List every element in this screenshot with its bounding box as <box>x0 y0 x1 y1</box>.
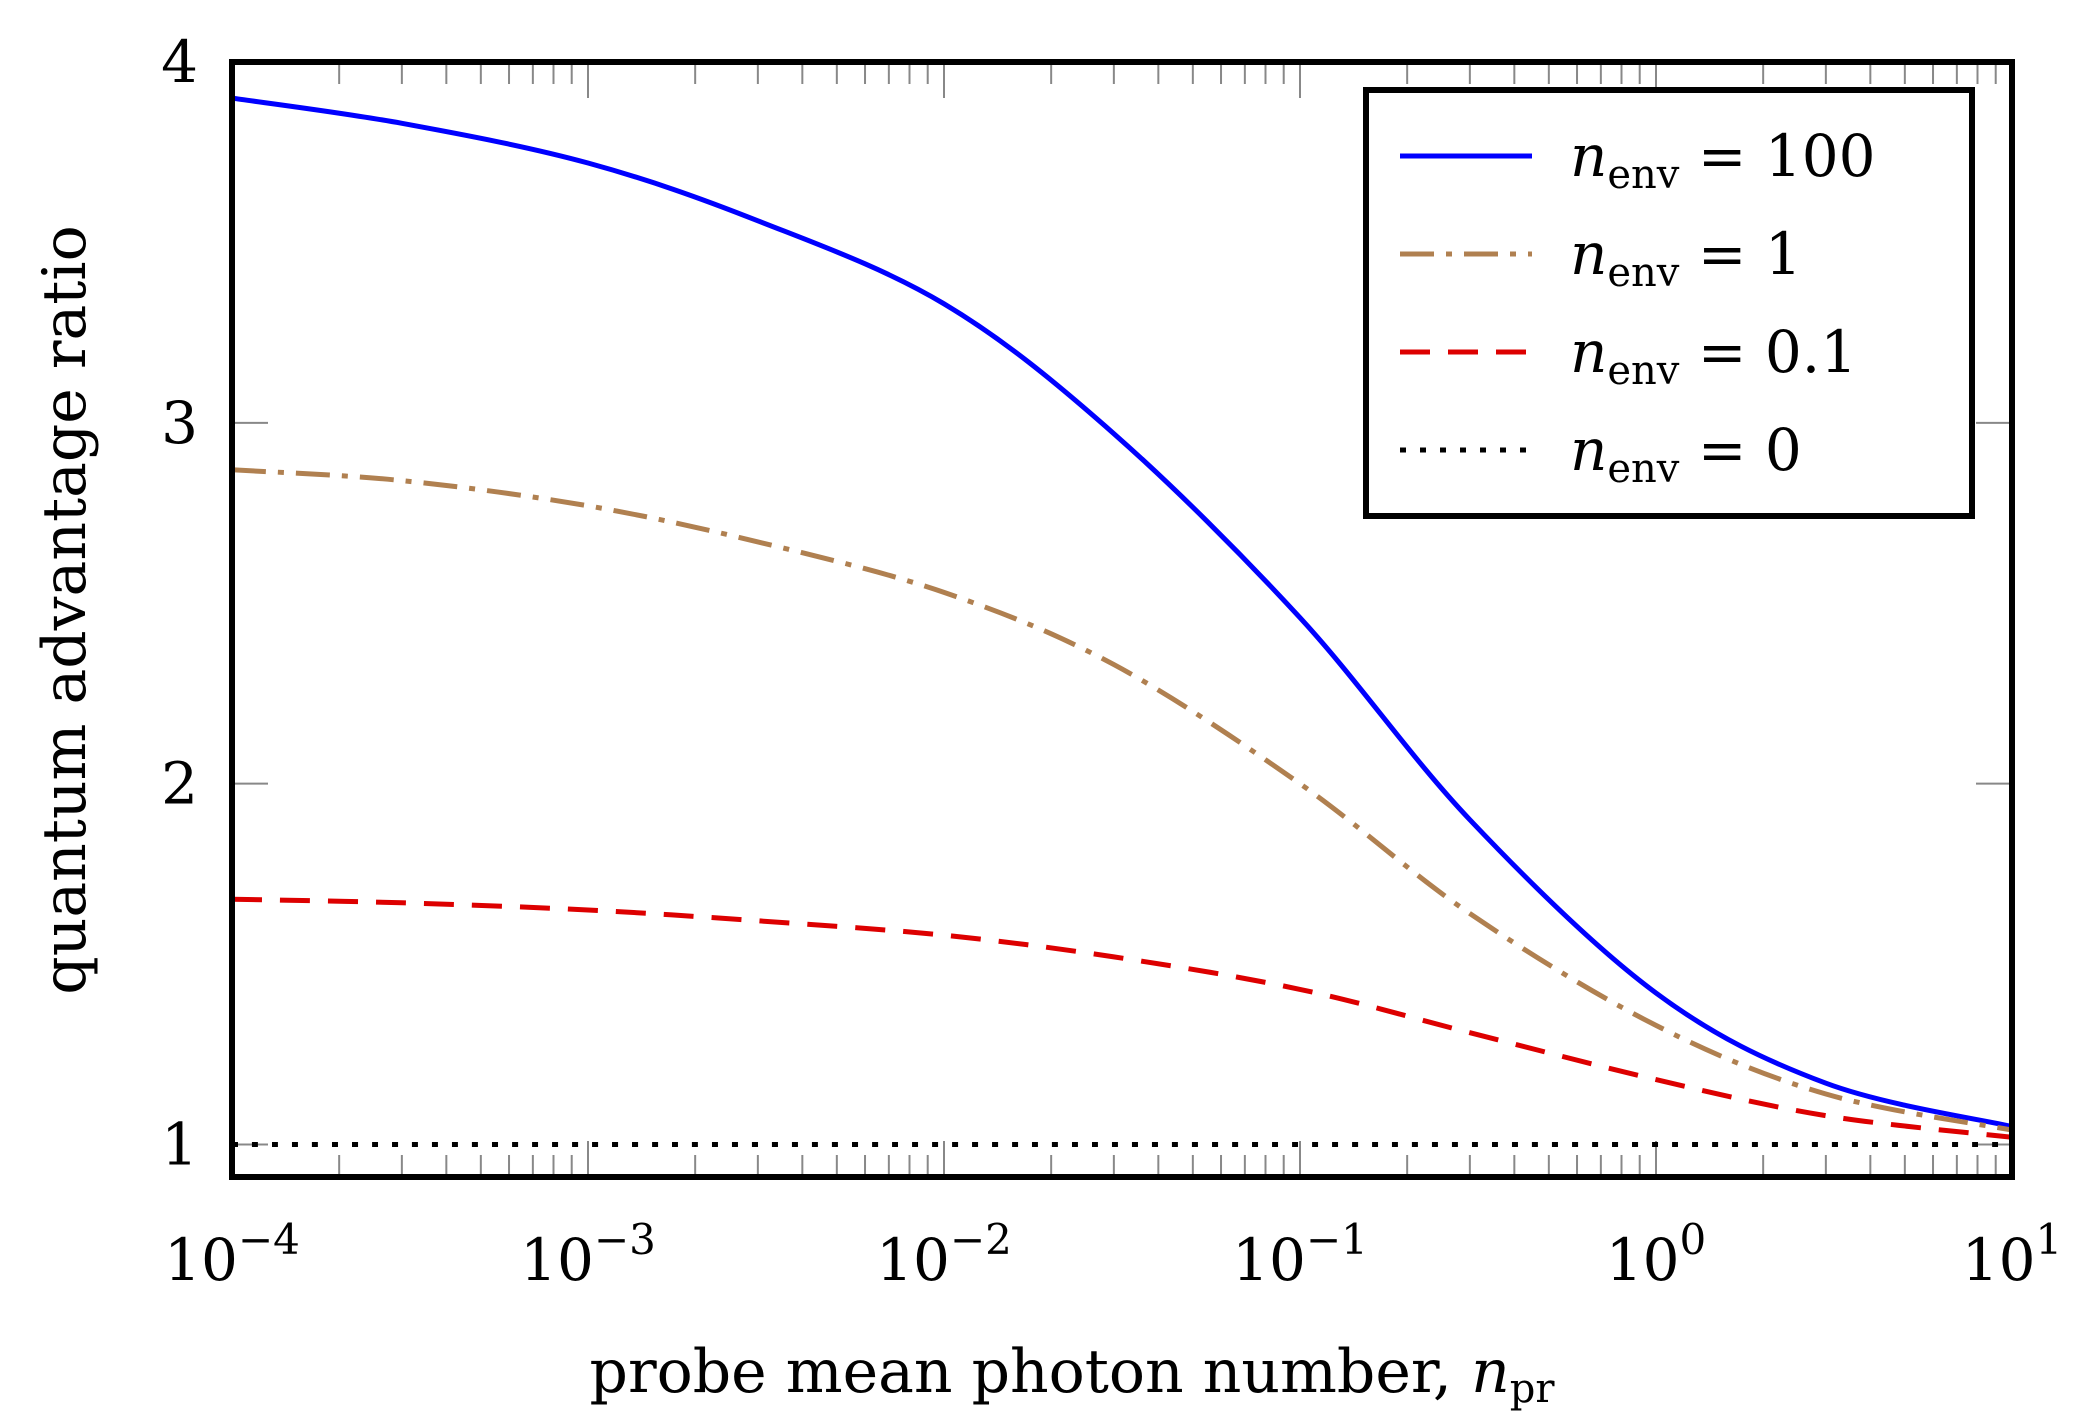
y-tick-label: 4 <box>161 28 198 96</box>
x-tick-label: 10−4 <box>164 1215 300 1294</box>
y-tick-label: 3 <box>161 389 198 457</box>
plot-frame <box>229 59 2015 1180</box>
x-tick-labels: 10−4 10−3 10−2 10−1 100 101 <box>164 1215 2062 1294</box>
y-tick-label: 1 <box>161 1111 198 1179</box>
x-axis-title: probe mean photon number, npr <box>590 1337 1556 1412</box>
series-line-1 <box>232 467 2012 1133</box>
legend-entry: nenv = 100 <box>1400 122 1876 198</box>
x-tick-label: 10−2 <box>876 1215 1012 1294</box>
legend-label: nenv = 1 <box>1570 220 1802 296</box>
x-tick-label: 101 <box>1962 1215 2063 1294</box>
legend-label: nenv = 0 <box>1570 416 1802 492</box>
legend-label: nenv = 100 <box>1570 122 1876 198</box>
legend-box <box>1363 87 1975 519</box>
y-axis-title: quantum advantage ratio <box>30 225 100 994</box>
x-tick-label: 10−3 <box>520 1215 656 1294</box>
legend-entry: nenv = 1 <box>1400 220 1802 296</box>
minor-ticks <box>338 62 1997 1177</box>
x-tick-label: 100 <box>1606 1215 1707 1294</box>
series-line-2 <box>232 896 2012 1140</box>
legend-entries: nenv = 100 nenv = 1 nenv = 0.1 nenv = 0 <box>1400 122 1876 492</box>
series-line-0 <box>232 95 2012 1129</box>
x-tick-label: 10−1 <box>1232 1215 1368 1294</box>
legend: nenv = 100 nenv = 1 nenv = 0.1 nenv = 0 <box>1363 87 1975 519</box>
y-tick-label: 2 <box>161 750 198 818</box>
y-tick-labels: 1 2 3 4 <box>161 28 198 1179</box>
series-layer <box>232 95 2012 1148</box>
series-curves <box>232 95 2012 1148</box>
legend-entry: nenv = 0.1 <box>1400 318 1857 394</box>
legend-label: nenv = 0.1 <box>1570 318 1857 394</box>
legend-entry: nenv = 0 <box>1400 416 1802 492</box>
